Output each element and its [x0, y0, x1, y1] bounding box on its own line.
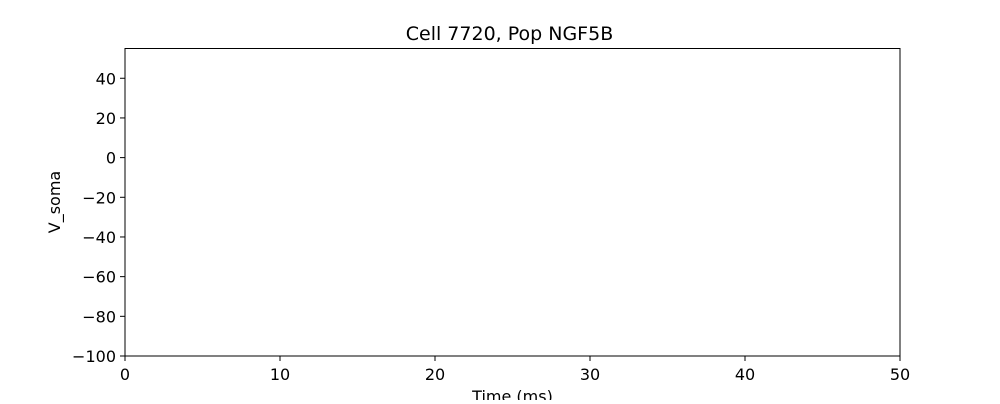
y-tick-label: −20 — [82, 188, 116, 207]
x-axis-label: Time (ms) — [471, 387, 553, 400]
y-tick-label: −80 — [82, 307, 116, 326]
y-axis: −100 −80 −60 −40 −20 0 20 40 — [72, 69, 125, 366]
plot-area — [124, 48, 901, 357]
x-tick-label: 0 — [120, 365, 130, 384]
x-axis: 0 10 20 30 40 50 — [120, 356, 910, 384]
y-tick-label: 40 — [96, 69, 116, 88]
x-tick-label: 20 — [425, 365, 445, 384]
x-tick-label: 40 — [735, 365, 755, 384]
y-tick-label: 0 — [106, 149, 116, 168]
y-axis-label: V_soma — [45, 171, 65, 233]
y-tick-label: −60 — [82, 268, 116, 287]
y-tick-label: −100 — [72, 347, 116, 366]
chart-title: Cell 7720, Pop NGF5B — [406, 23, 613, 45]
x-tick-label: 10 — [270, 365, 290, 384]
y-tick-label: −40 — [82, 228, 116, 247]
y-tick-label: 20 — [96, 109, 116, 128]
plot-frame — [124, 48, 901, 357]
x-tick-label: 30 — [580, 365, 600, 384]
x-tick-label: 50 — [890, 365, 910, 384]
